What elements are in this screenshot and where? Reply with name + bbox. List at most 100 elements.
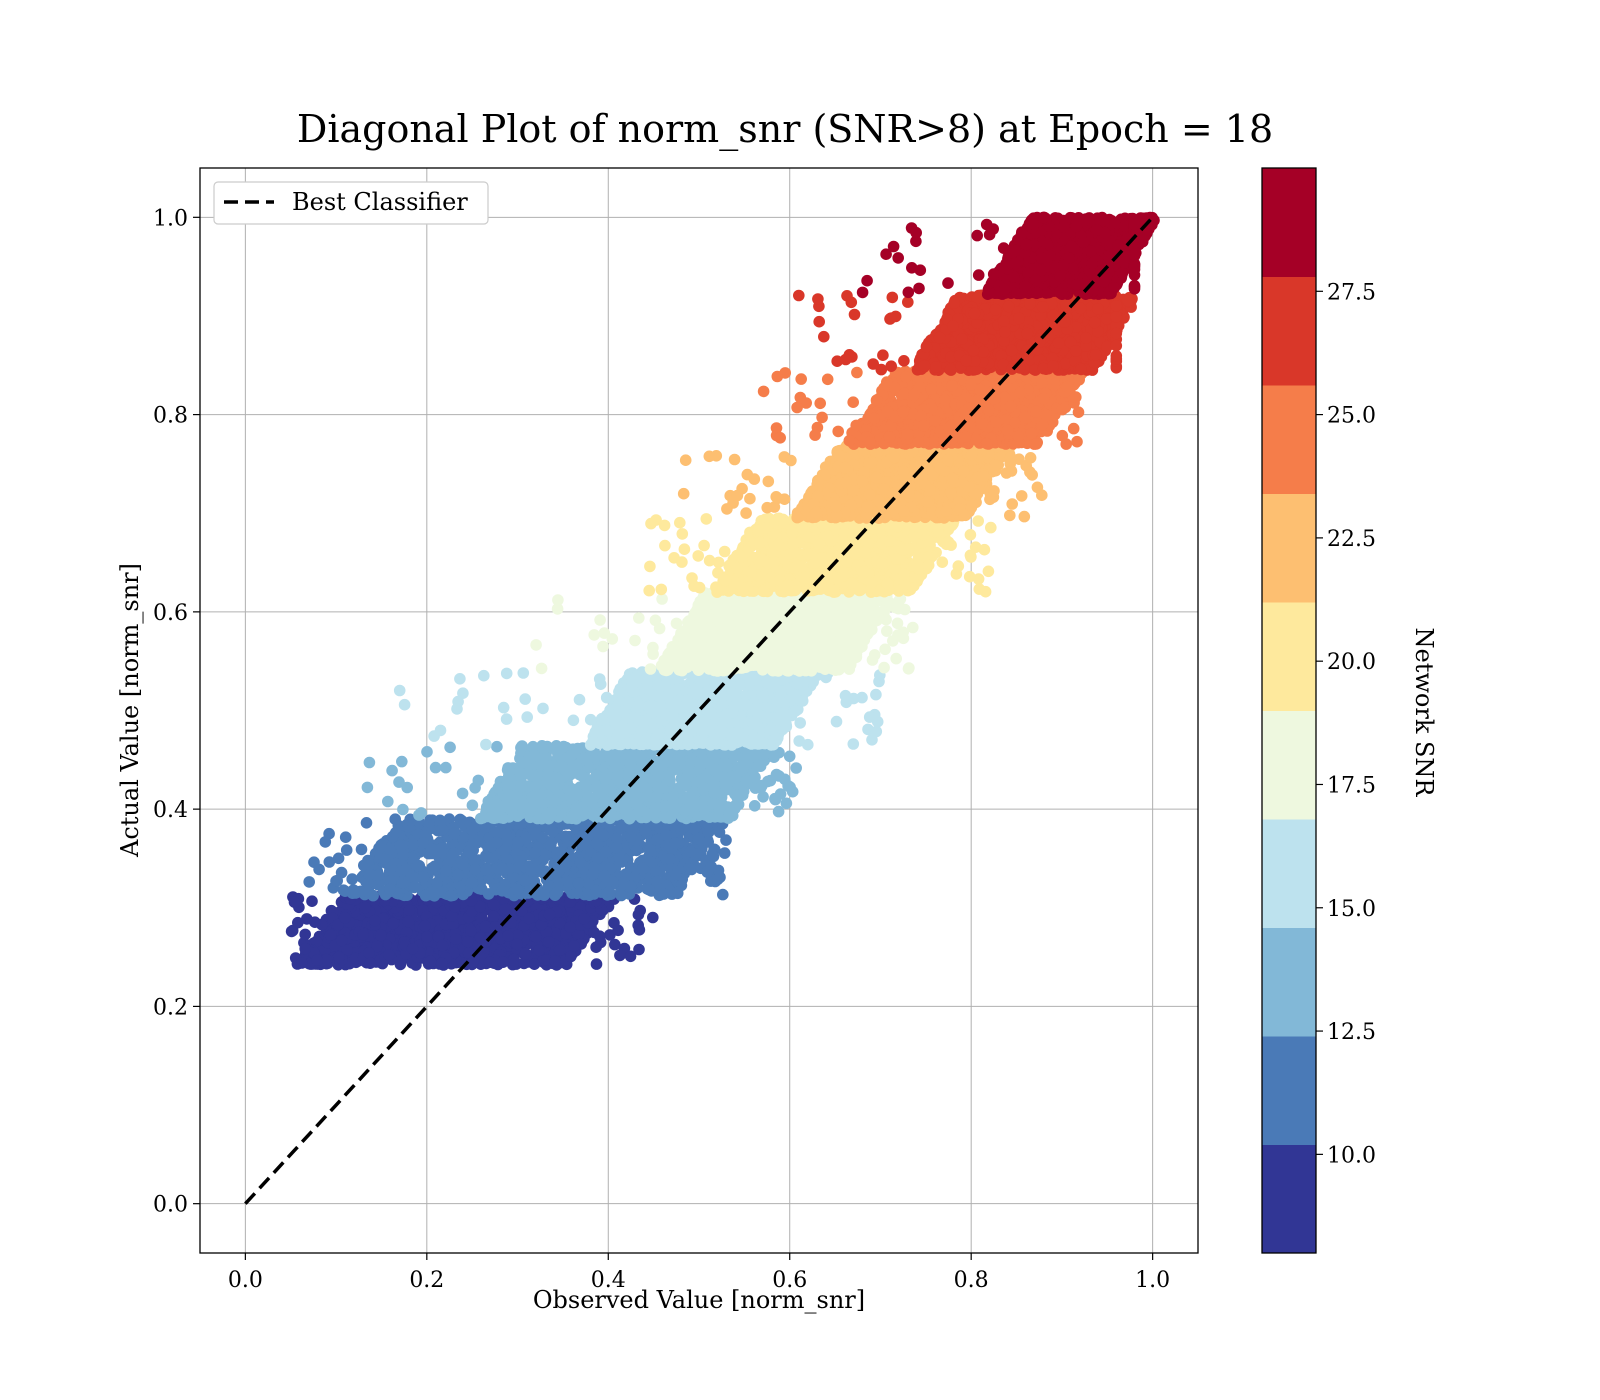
data-point [794, 717, 806, 729]
data-point [499, 828, 512, 841]
data-point [451, 703, 463, 715]
data-point [448, 827, 460, 840]
data-point [769, 792, 781, 805]
data-point [578, 913, 591, 925]
data-point [682, 738, 694, 751]
data-point [768, 751, 780, 763]
data-point [870, 725, 883, 738]
data-point [402, 915, 415, 928]
data-point [474, 900, 486, 913]
data-point [568, 940, 580, 952]
data-point [659, 800, 672, 812]
data-point [383, 843, 396, 855]
data-point [462, 936, 474, 948]
data-point [629, 671, 642, 684]
data-point [722, 776, 735, 788]
data-point [463, 844, 476, 857]
data-point [726, 739, 738, 751]
data-point [575, 769, 587, 782]
data-point [323, 856, 336, 868]
data-point [480, 738, 492, 751]
data-point [537, 702, 549, 715]
data-point [512, 836, 524, 848]
data-point [596, 713, 608, 726]
data-point [603, 886, 615, 898]
data-point [506, 958, 519, 971]
data-point [394, 839, 407, 852]
data-point [535, 918, 548, 931]
data-point [624, 880, 637, 893]
data-point [396, 755, 408, 768]
data-point [660, 829, 673, 841]
data-point [341, 944, 354, 956]
data-point [632, 908, 645, 921]
data-point [417, 871, 430, 883]
data-point [375, 929, 387, 942]
data-point [546, 825, 559, 838]
data-point [383, 949, 395, 961]
data-point [698, 809, 711, 821]
data-point [556, 760, 568, 773]
data-point [478, 669, 490, 682]
data-point [729, 688, 741, 701]
data-point [612, 924, 624, 937]
data-point [419, 889, 432, 902]
data-point [615, 889, 628, 902]
data-point [445, 889, 457, 902]
data-point [319, 836, 332, 848]
data-point [357, 928, 370, 941]
data-point [748, 800, 761, 812]
data-point [432, 930, 445, 943]
data-point [528, 770, 540, 782]
data-point [665, 722, 678, 734]
data-point [639, 825, 652, 838]
data-point [590, 958, 603, 970]
data-point [712, 873, 724, 886]
data-point [612, 730, 624, 742]
chart-title: Diagonal Plot of norm_snr (SNR>8) at Epo… [297, 107, 1273, 152]
data-point [633, 943, 645, 956]
data-point [640, 771, 652, 783]
data-point [517, 667, 530, 679]
data-point [707, 850, 720, 863]
data-point [502, 930, 514, 942]
data-point [446, 850, 458, 862]
data-point [526, 801, 538, 813]
data-point [301, 913, 313, 925]
data-point [536, 741, 548, 754]
data-point [695, 675, 707, 687]
data-point [515, 741, 527, 754]
data-point [593, 673, 606, 685]
data-point [613, 851, 625, 864]
data-point [333, 951, 345, 964]
data-point [465, 894, 478, 907]
data-point [633, 805, 645, 817]
snr-band-2-points [303, 813, 732, 902]
data-point [360, 817, 373, 829]
data-point [697, 783, 709, 795]
data-point [549, 927, 562, 939]
snr-band-1-points [285, 890, 659, 971]
data-point [421, 931, 433, 943]
data-point [434, 814, 446, 827]
data-point [718, 847, 731, 859]
data-point [496, 862, 509, 875]
data-point [500, 667, 513, 680]
data-point [669, 837, 681, 849]
data-point [655, 704, 668, 716]
data-point [382, 795, 394, 808]
snr-band-5-points [530, 586, 919, 677]
data-point [387, 917, 400, 930]
data-point [331, 874, 344, 887]
data-point [573, 928, 585, 940]
data-point [311, 954, 324, 966]
data-point [783, 750, 796, 763]
data-point [761, 676, 773, 689]
data-point [509, 798, 521, 811]
data-point [705, 860, 717, 873]
data-point [722, 812, 735, 824]
data-point [631, 701, 644, 714]
data-point [771, 695, 784, 707]
data-point [624, 950, 637, 963]
